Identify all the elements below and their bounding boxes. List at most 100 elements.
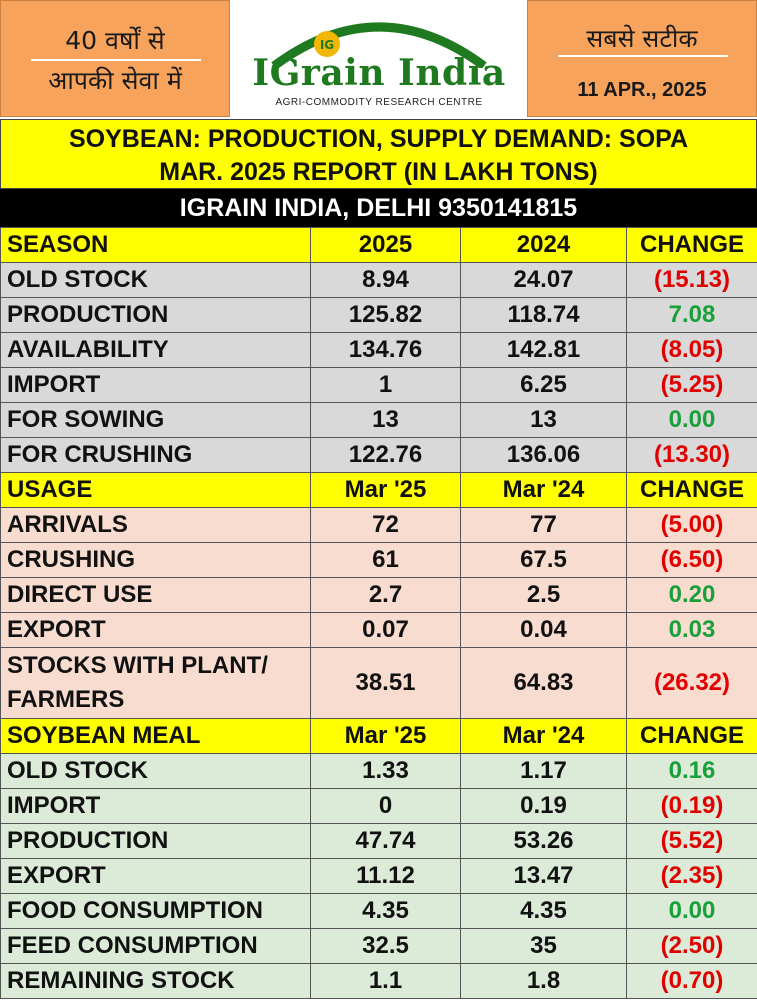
table-row: OLD STOCK 1.33 1.17 0.16: [0, 753, 757, 789]
row-label: EXPORT: [0, 612, 311, 648]
value-change: (6.50): [626, 542, 757, 578]
value-previous: 118.74: [460, 297, 627, 333]
value-previous: 0.04: [460, 612, 627, 648]
value-change: (13.30): [626, 437, 757, 473]
table-row: PRODUCTION 125.82 118.74 7.08: [0, 297, 757, 333]
value-change: (2.50): [626, 928, 757, 964]
row-label: FOR CRUSHING: [0, 437, 311, 473]
change-header: CHANGE: [626, 472, 757, 508]
table-row: CRUSHING 61 67.5 (6.50): [0, 542, 757, 578]
value-current: 134.76: [310, 332, 461, 368]
value-current: 1: [310, 367, 461, 403]
value-current: 1.1: [310, 963, 461, 999]
value-current: 47.74: [310, 823, 461, 859]
table-row: IMPORT 0 0.19 (0.19): [0, 788, 757, 824]
section-label: SEASON: [0, 227, 311, 263]
value-current: 0.07: [310, 612, 461, 648]
date-box: सबसे सटीक 11 APR., 2025: [527, 0, 757, 117]
table-row: EXPORT 11.12 13.47 (2.35): [0, 858, 757, 894]
value-previous: 13: [460, 402, 627, 438]
tagline-line1: 40 वर्षों से: [65, 26, 165, 55]
table-row: FOR SOWING 13 13 0.00: [0, 402, 757, 438]
value-change: (8.05): [626, 332, 757, 368]
row-label: OLD STOCK: [0, 262, 311, 298]
row-label: STOCKS WITH PLANT/ FARMERS: [0, 647, 311, 719]
value-current: 125.82: [310, 297, 461, 333]
table-row: ARRIVALS 72 77 (5.00): [0, 507, 757, 543]
table-row: STOCKS WITH PLANT/ FARMERS 38.51 64.83 (26.…: [0, 647, 757, 719]
section-label: SOYBEAN MEAL: [0, 718, 311, 754]
value-current: 2.7: [310, 577, 461, 613]
title-line1: SOYBEAN: PRODUCTION, SUPPLY DEMAND: SOPA: [68, 125, 689, 153]
table-row: PRODUCTION 47.74 53.26 (5.52): [0, 823, 757, 859]
logo-arc-icon: IG: [271, 22, 487, 68]
value-previous: 6.25: [460, 367, 627, 403]
row-label: IMPORT: [0, 367, 311, 403]
value-change: 0.03: [626, 612, 757, 648]
value-previous: 35: [460, 928, 627, 964]
value-previous: 64.83: [460, 647, 627, 719]
logo-text: IGrain India: [252, 52, 506, 94]
value-change: 7.08: [626, 297, 757, 333]
value-previous: 67.5: [460, 542, 627, 578]
value-current: 0: [310, 788, 461, 824]
value-previous: 136.06: [460, 437, 627, 473]
table-row: OLD STOCK 8.94 24.07 (15.13): [0, 262, 757, 298]
logo-badge: IG: [320, 38, 334, 52]
row-label: EXPORT: [0, 858, 311, 894]
value-change: (15.13): [626, 262, 757, 298]
change-header: CHANGE: [626, 227, 757, 263]
tagline-box: 40 वर्षों से आपकी सेवा में: [0, 0, 230, 117]
column-header-b: Mar '24: [460, 718, 627, 754]
value-change: 0.20: [626, 577, 757, 613]
table-row: DIRECT USE 2.7 2.5 0.20: [0, 577, 757, 613]
value-previous: 1.17: [460, 753, 627, 789]
section-header-row: USAGE Mar '25 Mar '24 CHANGE: [0, 472, 757, 508]
value-current: 61: [310, 542, 461, 578]
column-header-b: 2024: [460, 227, 627, 263]
row-label: ARRIVALS: [0, 507, 311, 543]
report-subtitle: IGRAIN INDIA, DELHI 9350141815: [0, 189, 757, 227]
value-previous: 142.81: [460, 332, 627, 368]
row-label: FOOD CONSUMPTION: [0, 893, 311, 929]
value-previous: 13.47: [460, 858, 627, 894]
title-line2: MAR. 2025 REPORT (IN LAKH TONS): [159, 158, 598, 186]
row-label: AVAILABILITY: [0, 332, 311, 368]
value-current: 11.12: [310, 858, 461, 894]
value-change: (2.35): [626, 858, 757, 894]
value-change: 0.00: [626, 402, 757, 438]
value-change: (5.52): [626, 823, 757, 859]
value-previous: 77: [460, 507, 627, 543]
report-date: 11 APR., 2025: [577, 79, 707, 101]
row-label: OLD STOCK: [0, 753, 311, 789]
value-current: 8.94: [310, 262, 461, 298]
column-header-a: Mar '25: [310, 718, 461, 754]
value-previous: 1.8: [460, 963, 627, 999]
table-row: REMAINING STOCK 1.1 1.8 (0.70): [0, 963, 757, 999]
value-current: 122.76: [310, 437, 461, 473]
value-change: 0.00: [626, 893, 757, 929]
value-change: (0.70): [626, 963, 757, 999]
value-current: 1.33: [310, 753, 461, 789]
row-label: FOR SOWING: [0, 402, 311, 438]
row-label: PRODUCTION: [0, 297, 311, 333]
divider: [31, 59, 201, 61]
value-change: (5.00): [626, 507, 757, 543]
row-label: CRUSHING: [0, 542, 311, 578]
value-current: 38.51: [310, 647, 461, 719]
column-header-a: 2025: [310, 227, 461, 263]
table-row: FOOD CONSUMPTION 4.35 4.35 0.00: [0, 893, 757, 929]
value-change: (26.32): [626, 647, 757, 719]
value-previous: 24.07: [460, 262, 627, 298]
value-current: 4.35: [310, 893, 461, 929]
logo-subtitle: AGRI-COMMODITY RESEARCH CENTRE: [275, 97, 483, 108]
value-change: (0.19): [626, 788, 757, 824]
table-row: FEED CONSUMPTION 32.5 35 (2.50): [0, 928, 757, 964]
value-current: 72: [310, 507, 461, 543]
value-current: 32.5: [310, 928, 461, 964]
table-row: EXPORT 0.07 0.04 0.03: [0, 612, 757, 648]
section-header-row: SOYBEAN MEAL Mar '25 Mar '24 CHANGE: [0, 718, 757, 754]
accuracy-tagline: सबसे सटीक: [586, 24, 698, 53]
value-change: 0.16: [626, 753, 757, 789]
report-header: 40 वर्षों से आपकी सेवा में IG IGrain Ind…: [0, 0, 757, 119]
